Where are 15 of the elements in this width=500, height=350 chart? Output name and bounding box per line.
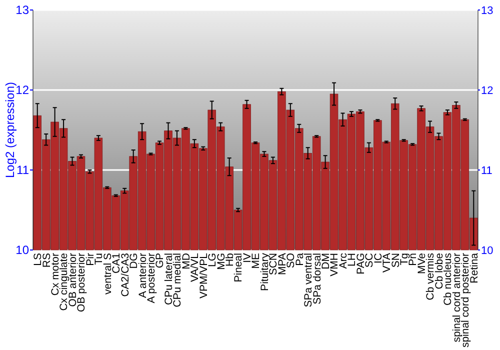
x-tick-label: DG [128, 253, 140, 269]
y2-tick-label: 12 [481, 84, 494, 97]
y2-tick-label: 13 [481, 4, 494, 17]
x-tick-label: OB posterior [76, 252, 88, 312]
x-tick-label: A posterior [145, 252, 158, 304]
x-tick-label: Arc [337, 253, 350, 269]
y-tick-label: 11 [16, 163, 30, 178]
y-axis-title: Log2 (expression) [3, 82, 18, 178]
y-tick-label: 12 [16, 83, 30, 98]
x-tick-label: Tg [398, 252, 411, 266]
y-tick-label: 13 [16, 3, 30, 18]
y-tick-label: 10 [16, 243, 30, 258]
y2-tick-label: 10 [481, 244, 494, 257]
y2-tick-label: 11 [481, 164, 492, 177]
x-tick-label: RS [40, 253, 53, 268]
